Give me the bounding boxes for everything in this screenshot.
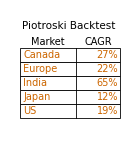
Bar <box>20 104 120 118</box>
Bar <box>20 48 120 62</box>
Bar <box>20 90 120 104</box>
Bar <box>20 76 120 90</box>
Text: Europe: Europe <box>23 64 57 74</box>
Text: 19%: 19% <box>97 106 118 116</box>
Text: US: US <box>23 106 36 116</box>
Text: India: India <box>23 78 47 88</box>
Text: Piotroski Backtest: Piotroski Backtest <box>23 21 116 31</box>
Text: Japan: Japan <box>23 92 50 102</box>
Text: 12%: 12% <box>97 92 118 102</box>
Text: Market: Market <box>31 37 65 47</box>
Text: CAGR: CAGR <box>84 37 112 47</box>
Text: Canada: Canada <box>23 50 60 60</box>
Text: 22%: 22% <box>97 64 118 74</box>
Text: 27%: 27% <box>97 50 118 60</box>
Bar <box>20 62 120 76</box>
Text: 65%: 65% <box>97 78 118 88</box>
